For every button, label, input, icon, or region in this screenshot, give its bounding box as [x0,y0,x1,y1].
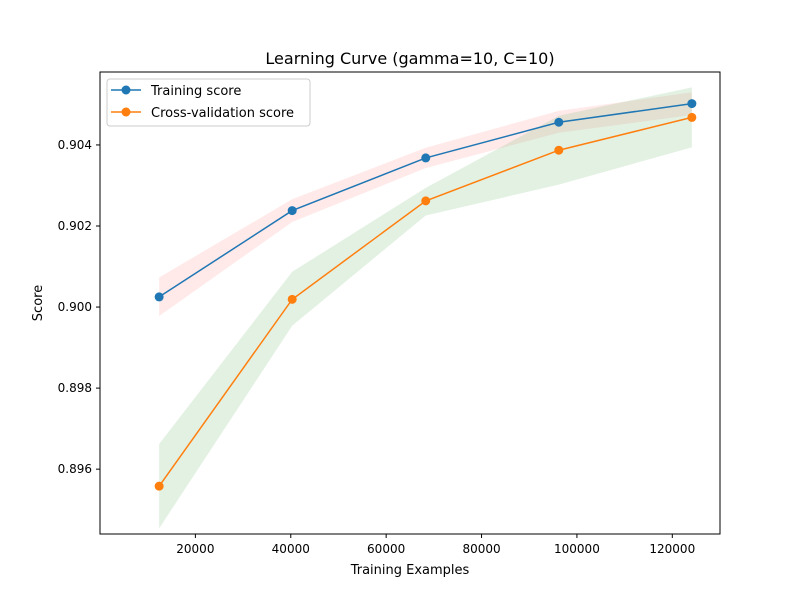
legend-box [106,78,311,127]
x-tick-label: 20000 [176,542,214,556]
y-tick-label: 0.898 [58,381,92,395]
confidence-band-1 [159,87,692,529]
data-point-1-0 [154,481,164,491]
x-tick-label: 120000 [649,542,695,556]
plot-frame [99,71,721,535]
y-tick-label: 0.902 [58,219,92,233]
y-tick-label: 0.896 [58,462,92,476]
y-tick-label: 0.904 [58,138,92,152]
y-axis-ticks: 0.896 0.898 0.900 0.902 0.904 [58,138,100,476]
x-tick-label: 40000 [272,542,310,556]
data-point-1-2 [421,196,431,206]
x-tick-label: 100000 [554,542,600,556]
series-markers [154,99,697,491]
x-tick-label: 80000 [462,542,500,556]
legend: Training score Cross-validation score [106,78,311,127]
data-point-1-4 [687,112,697,122]
x-axis-ticks: 20000 40000 60000 80000 100000 120000 [176,534,695,556]
legend-marker-cross-validation [121,107,131,117]
legend-marker-training [121,85,131,95]
confidence-bands [159,87,692,529]
data-point-0-2 [421,153,431,163]
legend-label-cross-validation: Cross-validation score [151,106,294,121]
chart-title: Learning Curve (gamma=10, C=10) [265,49,554,68]
data-point-0-0 [154,292,164,302]
x-tick-label: 60000 [367,542,405,556]
y-axis-label: Score [31,285,46,321]
data-point-0-4 [687,99,697,109]
data-point-0-3 [554,117,564,127]
data-point-0-1 [287,206,297,216]
data-point-1-1 [287,294,297,304]
x-axis-label: Training Examples [350,563,470,578]
data-point-1-3 [554,145,564,155]
confidence-band-0 [159,92,692,316]
legend-label-training: Training score [150,84,241,99]
y-tick-label: 0.900 [58,300,92,314]
